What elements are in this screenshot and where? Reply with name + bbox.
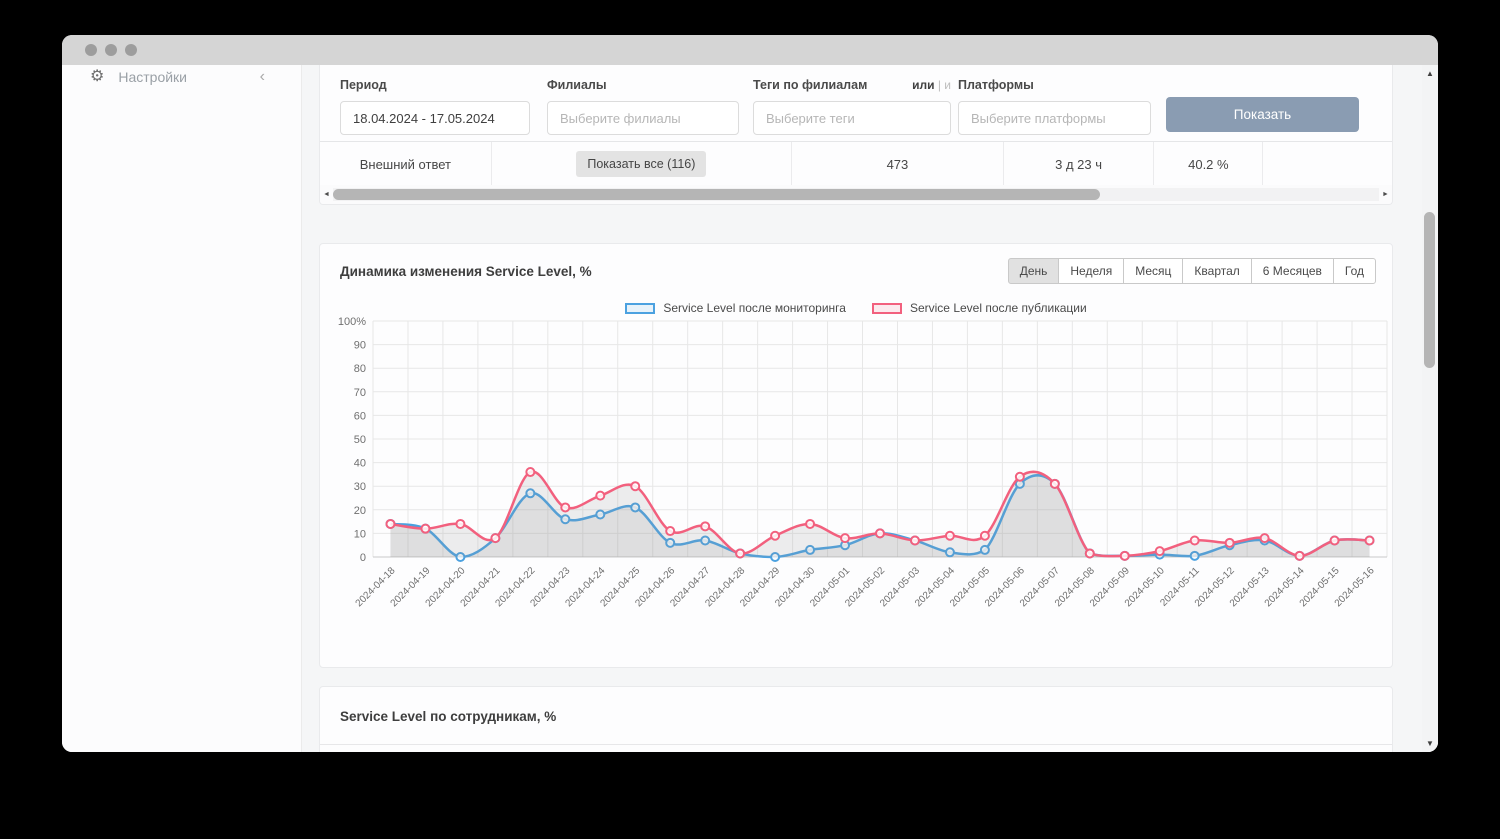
tab-квартал[interactable]: Квартал <box>1182 258 1251 284</box>
summary-cell: 40.2 % <box>1154 142 1263 186</box>
tab-6-месяцев[interactable]: 6 Месяцев <box>1251 258 1334 284</box>
service-level-chart: 0102030405060708090100%2024-04-182024-04… <box>320 316 1392 641</box>
legend-label: Service Level после мониторинга <box>663 301 846 315</box>
svg-text:0: 0 <box>360 552 366 564</box>
svg-text:80: 80 <box>354 363 366 375</box>
branches-field: Филиалы <box>547 78 739 135</box>
collapse-chevron-icon[interactable]: ‹ <box>260 68 265 86</box>
svg-text:40: 40 <box>354 458 366 470</box>
tab-год[interactable]: Год <box>1333 258 1376 284</box>
period-field: Период <box>340 78 530 135</box>
svg-text:20: 20 <box>354 505 366 517</box>
svg-text:100%: 100% <box>338 316 366 328</box>
period-tabs: ДеньНеделяМесяцКвартал6 МесяцевГод <box>1009 258 1376 284</box>
summary-cell-value: 40.2 % <box>1188 157 1228 172</box>
horizontal-scrollbar-thumb[interactable] <box>333 189 1100 200</box>
vertical-scrollbar-thumb[interactable] <box>1424 212 1435 368</box>
legend-label: Service Level после публикации <box>910 301 1087 315</box>
legend-swatch <box>625 303 655 314</box>
vertical-scrollbar[interactable]: ▲ ▼ <box>1422 65 1438 752</box>
sidebar-item-settings[interactable]: ⚙ Настройки ‹ <box>62 65 301 92</box>
show-all-button[interactable]: Показать все (116) <box>576 151 706 177</box>
service-level-chart-card: Динамика изменения Service Level, % День… <box>319 243 1393 668</box>
summary-row: Внешний ответ Показать все (116) 473 3 д 23… <box>320 141 1392 186</box>
scroll-left-icon[interactable]: ◄ <box>320 191 333 198</box>
svg-text:10: 10 <box>354 528 366 540</box>
show-button[interactable]: Показать <box>1166 97 1359 132</box>
summary-cell: Показать все (116) <box>492 142 792 186</box>
gear-icon: ⚙ <box>90 69 104 85</box>
period-input[interactable] <box>340 101 530 135</box>
or-option[interactable]: или <box>912 78 934 92</box>
tab-месяц[interactable]: Месяц <box>1123 258 1183 284</box>
period-label: Период <box>340 78 530 92</box>
employees-card: Service Level по сотрудникам, % <box>319 686 1393 752</box>
platforms-field: Платформы <box>958 78 1151 135</box>
legend-item[interactable]: Service Level после публикации <box>872 300 1087 316</box>
or-and-toggle[interactable]: или | и <box>912 78 951 92</box>
horizontal-scrollbar-track[interactable] <box>333 188 1379 201</box>
svg-text:50: 50 <box>354 434 366 446</box>
divider <box>320 744 1392 745</box>
branches-input[interactable] <box>547 101 739 135</box>
sidebar: ⚙ Настройки ‹ <box>62 65 302 752</box>
summary-cell: 3 д 23 ч <box>1004 142 1155 186</box>
or-and-separator: | <box>938 78 941 92</box>
legend-item[interactable]: Service Level после мониторинга <box>625 300 846 316</box>
summary-cell-value: 473 <box>887 157 909 172</box>
app-body: ⚙ Настройки ‹ Период Филиалы Теги по фил… <box>62 65 1438 752</box>
window-dot-icon[interactable] <box>85 44 97 56</box>
platforms-input[interactable] <box>958 101 1151 135</box>
window-dot-icon[interactable] <box>125 44 137 56</box>
summary-cell: 473 <box>792 142 1004 186</box>
summary-cell <box>1263 142 1392 186</box>
and-option[interactable]: и <box>944 78 951 92</box>
branch-tags-label: Теги по филиалам <box>753 78 867 92</box>
window-titlebar[interactable] <box>62 35 1438 65</box>
scroll-up-icon[interactable]: ▲ <box>1422 69 1438 78</box>
app-window: ⚙ Настройки ‹ Период Филиалы Теги по фил… <box>62 35 1438 752</box>
branches-label: Филиалы <box>547 78 739 92</box>
sidebar-item-label: Настройки <box>118 69 259 85</box>
scroll-down-icon[interactable]: ▼ <box>1422 739 1438 748</box>
main-content: Период Филиалы Теги по филиалам или | и … <box>302 65 1438 752</box>
summary-cell: Внешний ответ <box>320 142 492 186</box>
svg-text:60: 60 <box>354 410 366 422</box>
tab-день[interactable]: День <box>1008 258 1060 284</box>
svg-text:90: 90 <box>354 340 366 352</box>
svg-text:30: 30 <box>354 481 366 493</box>
legend-swatch <box>872 303 902 314</box>
tab-неделя[interactable]: Неделя <box>1058 258 1124 284</box>
window-dot-icon[interactable] <box>105 44 117 56</box>
branch-tags-field: Теги по филиалам или | и <box>753 78 951 135</box>
employees-card-title: Service Level по сотрудникам, % <box>320 687 1392 724</box>
scroll-right-icon[interactable]: ► <box>1379 191 1392 198</box>
chart-title: Динамика изменения Service Level, % <box>340 264 592 279</box>
platforms-label: Платформы <box>958 78 1151 92</box>
filters-panel: Период Филиалы Теги по филиалам или | и … <box>319 65 1393 205</box>
summary-cell-value: 3 д 23 ч <box>1055 157 1102 172</box>
chart-legend: Service Level после мониторинга Service L… <box>320 300 1392 316</box>
branch-tags-input[interactable] <box>753 101 951 135</box>
horizontal-scrollbar[interactable]: ◄ ► <box>320 185 1392 204</box>
summary-cell-value: Внешний ответ <box>360 157 451 172</box>
svg-text:70: 70 <box>354 387 366 399</box>
